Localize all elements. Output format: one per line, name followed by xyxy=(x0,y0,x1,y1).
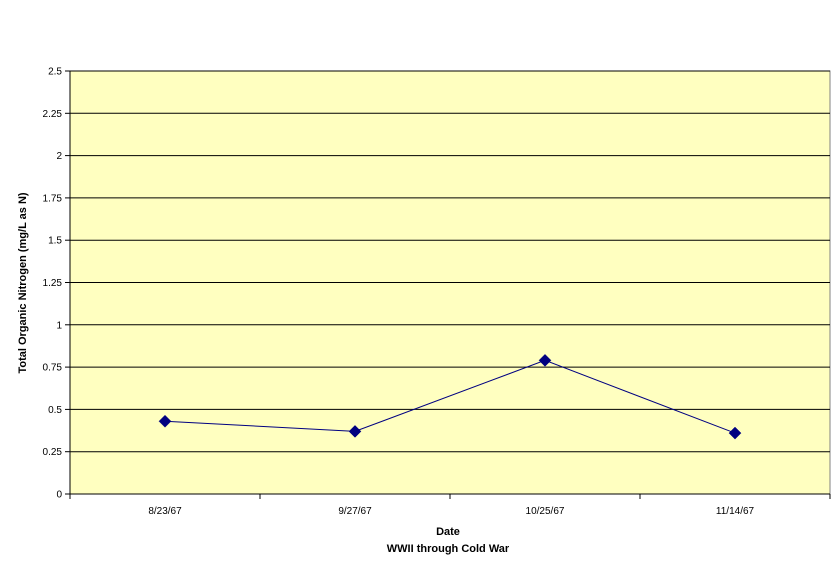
y-tick-label: 0.5 xyxy=(48,405,62,416)
y-axis-title: Total Organic Nitrogen (mg/L as N) xyxy=(17,192,29,373)
y-tick-label: 1.25 xyxy=(43,278,63,289)
y-tick-label: 2 xyxy=(56,151,62,162)
data-point-marker xyxy=(348,425,362,438)
y-tick-label: 1.5 xyxy=(48,236,62,247)
x-axis-title: Date xyxy=(436,526,460,538)
y-tick-label: 1 xyxy=(56,320,62,331)
y-tick-label: 0.25 xyxy=(43,447,63,458)
x-tick-label: 10/25/67 xyxy=(526,506,565,517)
x-axis-subtitle: WWII through Cold War xyxy=(387,543,510,555)
data-point-marker xyxy=(158,414,172,428)
y-tick-label: 0.75 xyxy=(43,363,63,374)
y-tick-label: 2.5 xyxy=(48,67,62,78)
data-point-marker xyxy=(728,426,742,440)
x-tick-label: 8/23/67 xyxy=(148,506,182,517)
x-axis: 8/23/67 9/27/67 10/25/67 11/14/67 xyxy=(69,493,831,517)
x-tick-label: 11/14/67 xyxy=(716,506,755,517)
x-tick-label: 9/27/67 xyxy=(338,506,372,517)
data-markers xyxy=(158,353,742,440)
y-tick-label: 2.25 xyxy=(43,109,63,120)
y-tick-label: 1.75 xyxy=(43,193,63,204)
series-line xyxy=(164,359,736,434)
data-point-marker xyxy=(538,353,552,367)
gridlines xyxy=(70,70,830,453)
y-axis: 0 0.25 0.5 0.75 1 1.25 1.5 1.75 2 2.25 2.5 xyxy=(43,67,71,501)
y-tick-label: 0 xyxy=(56,490,62,501)
